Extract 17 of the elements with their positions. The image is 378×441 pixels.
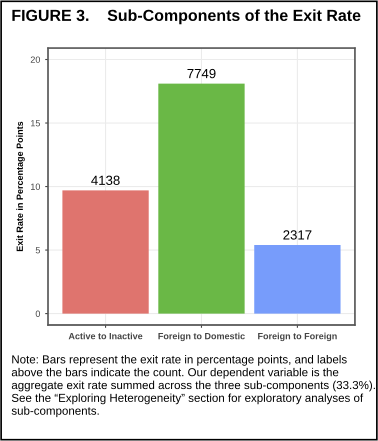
y-tick-label: 5 [36, 247, 40, 254]
y-tick-label: 10 [31, 184, 40, 190]
y-tick-label: 15 [31, 120, 40, 126]
y-tick-label: 0 [36, 310, 40, 317]
annotation: 7749 [187, 68, 216, 78]
y-tick-label: 20 [30, 56, 40, 63]
bar [62, 190, 149, 314]
text: Note: Bars represent the exit rate in percentage points, and labels above the bars indicate the count. Our dependent variable is the aggregate exit rate summed across the three sub-components (33.3%). See the “Exploring Heterogeneity” section for exploratory analyses of sub-components. [12, 355, 375, 418]
annotation: 2317 [283, 230, 312, 240]
bar [254, 244, 341, 314]
chart-title: FIGURE 3. Sub-Components of the Exit Rate [12, 9, 360, 24]
x-tick-label: Foreign to Domestic [158, 332, 245, 342]
x-tick-label: Active to Inactive [68, 332, 142, 340]
y-axis-title: Exit Rate in Percentage Points [16, 122, 25, 252]
x-tick-label: Foreign to Foreign [258, 332, 337, 342]
bar [158, 84, 245, 314]
annotation: 4138 [91, 176, 120, 185]
